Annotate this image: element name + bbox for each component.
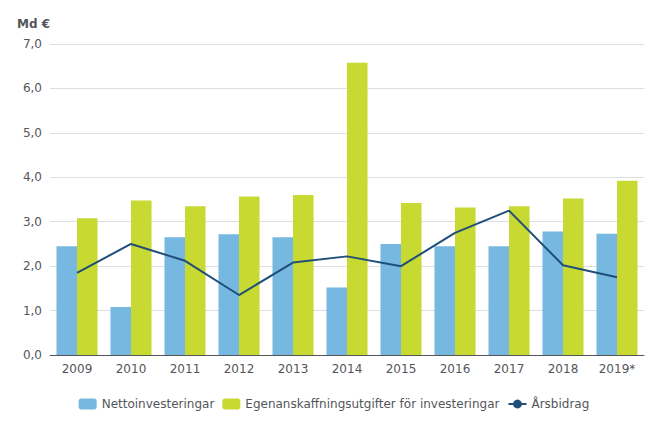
svg-text:2014: 2014 xyxy=(332,362,363,376)
svg-text:2017: 2017 xyxy=(494,362,525,376)
svg-text:2013: 2013 xyxy=(278,362,309,376)
svg-text:Egenanskaffningsutgifter för i: Egenanskaffningsutgifter för investering… xyxy=(245,397,499,411)
svg-text:1,0: 1,0 xyxy=(23,304,42,318)
svg-text:2,0: 2,0 xyxy=(23,259,42,273)
svg-text:4,0: 4,0 xyxy=(23,170,42,184)
svg-text:2018: 2018 xyxy=(548,362,579,376)
svg-text:0,0: 0,0 xyxy=(23,348,42,362)
svg-text:2011: 2011 xyxy=(170,362,201,376)
svg-text:2009: 2009 xyxy=(62,362,93,376)
svg-text:Nettoinvesteringar: Nettoinvesteringar xyxy=(102,397,215,411)
svg-text:5,0: 5,0 xyxy=(23,126,42,140)
svg-text:2010: 2010 xyxy=(116,362,147,376)
svg-text:2012: 2012 xyxy=(224,362,255,376)
svg-text:2015: 2015 xyxy=(386,362,417,376)
svg-text:7,0: 7,0 xyxy=(23,37,42,51)
svg-text:3,0: 3,0 xyxy=(23,215,42,229)
svg-text:Md €: Md € xyxy=(17,17,50,31)
svg-text:Årsbidrag: Årsbidrag xyxy=(531,396,589,411)
svg-text:6,0: 6,0 xyxy=(23,81,42,95)
svg-text:2019*: 2019* xyxy=(599,362,636,376)
svg-text:2016: 2016 xyxy=(440,362,471,376)
